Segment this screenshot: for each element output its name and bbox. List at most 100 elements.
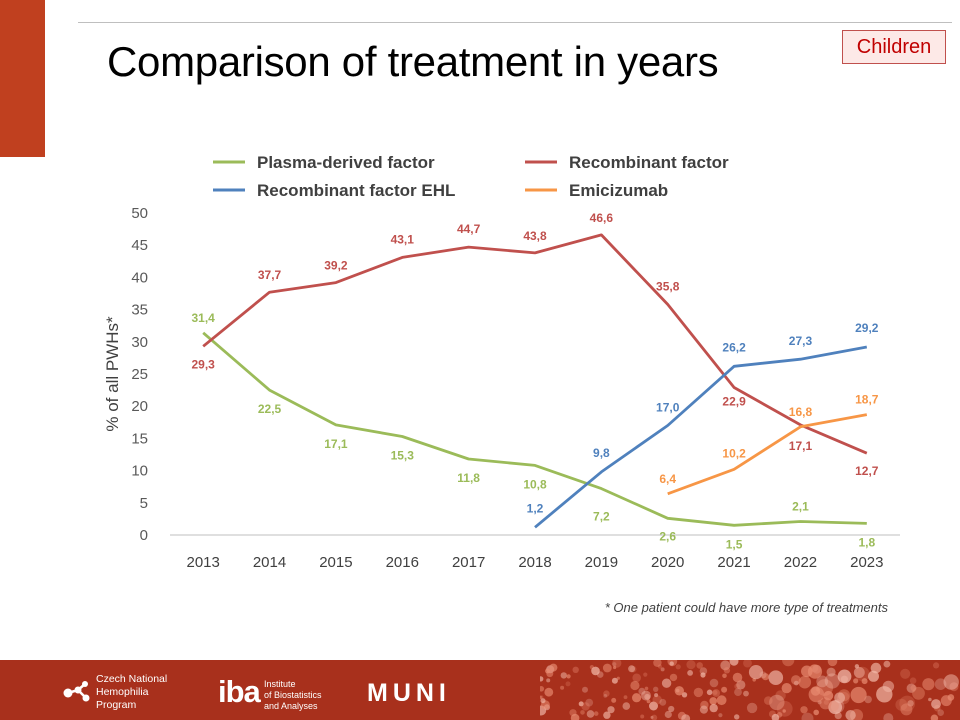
footer-dot — [578, 701, 584, 707]
y-tick-label: 20 — [131, 398, 148, 415]
footer-dot — [855, 666, 870, 682]
footer-dot — [560, 685, 565, 690]
footer-dot — [628, 665, 636, 673]
hemo-logo-line-3: Program — [96, 699, 137, 711]
footer-dot — [782, 709, 786, 713]
y-tick-label: 0 — [140, 527, 148, 544]
data-label-recombinant-factor: 43,1 — [391, 232, 415, 246]
footer-dot — [645, 695, 650, 700]
footer-dot — [602, 663, 612, 673]
data-label-recombinant-factor-ehl: 17,0 — [656, 401, 680, 415]
legend-label-recombinant-factor: Recombinant factor — [569, 153, 729, 172]
footer-dot — [612, 660, 622, 668]
data-label-plasma-derived-factor: 1,8 — [858, 535, 875, 549]
footer-dot — [687, 670, 693, 676]
footer-dot — [540, 698, 546, 704]
footer-dot — [709, 697, 717, 705]
footer-dot — [900, 703, 913, 716]
x-tick-label: 2023 — [850, 554, 883, 571]
data-label-recombinant-factor: 35,8 — [656, 279, 680, 293]
footer-dot — [868, 670, 879, 682]
footer-dot — [845, 710, 856, 720]
footer-dot — [909, 677, 917, 684]
legend-label-recombinant-factor-ehl: Recombinant factor EHL — [257, 181, 455, 200]
footer-dot — [937, 709, 944, 716]
data-label-plasma-derived-factor: 31,4 — [192, 311, 216, 325]
footer-dot — [781, 683, 792, 694]
footer-dot-pattern — [540, 660, 959, 720]
series-line-emicizumab — [667, 413, 868, 496]
treatment-line-chart: Plasma-derived factor Recombinant factor R… — [103, 153, 900, 571]
footer-dot — [699, 705, 708, 714]
footer-dot — [659, 698, 667, 706]
footer-dot — [623, 695, 628, 700]
footer-dot — [706, 689, 713, 696]
footer-dot — [793, 680, 799, 686]
footer-dot — [546, 670, 554, 678]
footer-dot — [834, 692, 845, 704]
footer-dot — [643, 672, 648, 677]
footer-dot — [931, 699, 941, 709]
footer-dot — [616, 676, 620, 680]
footer-dot — [660, 667, 665, 672]
footer-dot — [776, 700, 793, 717]
footer-dot — [686, 660, 696, 670]
footer-dot — [586, 710, 595, 718]
y-axis-title: % of all PWHs* — [103, 316, 122, 432]
x-tick-label: 2013 — [186, 554, 219, 571]
footer-dot — [611, 697, 617, 703]
iba-logo-line-3: and Analyses — [264, 701, 318, 711]
data-label-recombinant-factor: 29,3 — [192, 357, 216, 371]
data-label-plasma-derived-factor: 2,6 — [659, 529, 676, 543]
hemo-logo-line-1: Czech National — [96, 673, 168, 685]
series-line-plasma-derived-factor — [202, 331, 867, 527]
data-label-emicizumab: 10,2 — [722, 446, 746, 460]
footer-dot — [824, 673, 840, 689]
y-tick-label: 15 — [131, 430, 148, 447]
footer-dot — [560, 672, 567, 679]
footer-dot — [933, 662, 940, 669]
footer-dot — [895, 698, 908, 711]
footer-dot — [669, 673, 678, 682]
footer-dot — [716, 695, 727, 706]
data-label-recombinant-factor-ehl: 9,8 — [593, 446, 610, 460]
footer-dot — [603, 694, 608, 698]
footer-dot — [566, 674, 571, 679]
x-tick-label: 2018 — [518, 554, 551, 571]
footer-dot — [899, 695, 916, 712]
series-line-recombinant-factor-ehl — [534, 345, 868, 529]
footer-dot — [810, 686, 821, 696]
footer-dot — [761, 673, 770, 681]
footer-dot — [709, 703, 718, 713]
footer-dot — [746, 702, 758, 714]
footer-dot — [928, 697, 932, 702]
x-tick-label: 2017 — [452, 554, 485, 571]
footer-dot — [798, 675, 812, 689]
data-label-emicizumab: 16,8 — [789, 405, 813, 419]
data-label-emicizumab: 18,7 — [855, 393, 879, 407]
footer-dot — [906, 683, 916, 693]
chart-axes: 0 5 10 15 20 25 30 35 40 45 50 2013 2014 2015 2016 2017… — [103, 205, 900, 571]
footer-dot — [630, 680, 640, 691]
footer-dot — [613, 665, 617, 670]
footer-dot — [743, 660, 752, 668]
footer-dot — [853, 678, 859, 684]
footer-dot — [732, 672, 743, 683]
y-tick-label: 50 — [131, 205, 148, 222]
series-line-recombinant-factor — [202, 233, 868, 455]
footer-bar: Czech National Hemophilia Program iba In… — [0, 660, 960, 720]
footer-dot — [674, 686, 684, 696]
footer-dot — [664, 710, 672, 719]
footer-dot — [572, 666, 579, 673]
footer-dot — [591, 666, 600, 676]
data-label-recombinant-factor-ehl: 29,2 — [855, 321, 879, 335]
footer-dot — [834, 712, 842, 720]
y-tick-label: 10 — [131, 463, 148, 480]
footer-dot — [853, 667, 865, 678]
footer-dot — [644, 686, 649, 691]
footer-dot — [721, 686, 728, 693]
footer-dot — [653, 686, 659, 692]
footer-dot — [910, 684, 917, 691]
footer-dot — [709, 678, 719, 688]
data-label-plasma-derived-factor: 1,5 — [726, 537, 743, 551]
